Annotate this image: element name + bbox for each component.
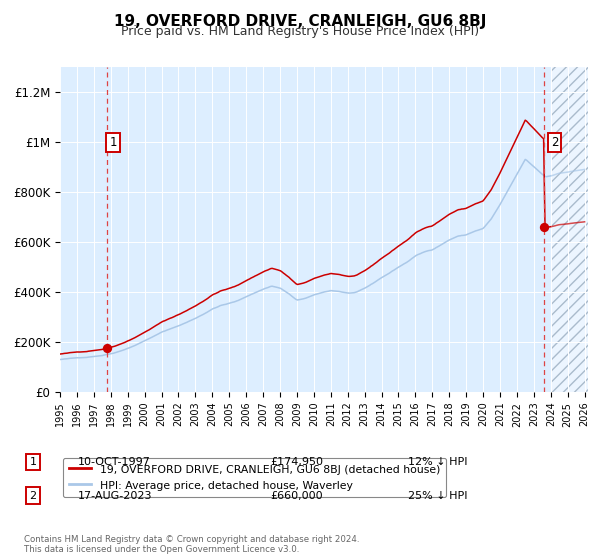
Bar — [551, 67, 593, 392]
Text: £174,950: £174,950 — [270, 457, 323, 467]
Text: Contains HM Land Registry data © Crown copyright and database right 2024.
This d: Contains HM Land Registry data © Crown c… — [24, 535, 359, 554]
Text: 17-AUG-2023: 17-AUG-2023 — [78, 491, 152, 501]
Text: 2: 2 — [551, 136, 558, 148]
Text: 25% ↓ HPI: 25% ↓ HPI — [408, 491, 467, 501]
Point — [102, 344, 112, 353]
Text: 2: 2 — [29, 491, 37, 501]
Legend: 19, OVERFORD DRIVE, CRANLEIGH, GU6 8BJ (detached house), HPI: Average price, det: 19, OVERFORD DRIVE, CRANLEIGH, GU6 8BJ (… — [63, 458, 446, 497]
Text: 1: 1 — [29, 457, 37, 467]
Point — [539, 223, 549, 232]
Text: 1: 1 — [109, 136, 117, 148]
Text: Price paid vs. HM Land Registry's House Price Index (HPI): Price paid vs. HM Land Registry's House … — [121, 25, 479, 38]
Text: 12% ↓ HPI: 12% ↓ HPI — [408, 457, 467, 467]
Bar — [551, 67, 593, 392]
Text: 10-OCT-1997: 10-OCT-1997 — [78, 457, 151, 467]
Text: 19, OVERFORD DRIVE, CRANLEIGH, GU6 8BJ: 19, OVERFORD DRIVE, CRANLEIGH, GU6 8BJ — [114, 14, 486, 29]
Text: £660,000: £660,000 — [270, 491, 323, 501]
